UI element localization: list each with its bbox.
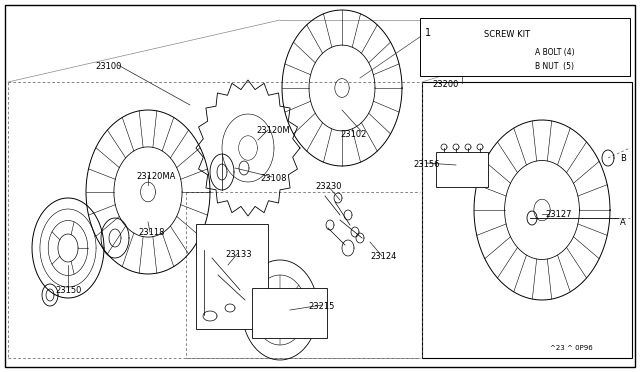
Text: 23133: 23133 <box>225 250 252 259</box>
Bar <box>422 82 632 358</box>
Bar <box>252 288 327 338</box>
Text: 23118: 23118 <box>138 228 164 237</box>
Text: 23108: 23108 <box>260 174 287 183</box>
Text: B: B <box>620 154 626 163</box>
Text: 23200: 23200 <box>432 80 458 89</box>
Text: 23215: 23215 <box>308 302 334 311</box>
Bar <box>436 152 488 187</box>
Text: 23156: 23156 <box>413 160 440 169</box>
Text: 23124: 23124 <box>370 252 396 261</box>
Text: 23127: 23127 <box>545 210 572 219</box>
Bar <box>196 224 268 329</box>
Text: 23100: 23100 <box>95 62 122 71</box>
Text: 1: 1 <box>425 28 431 38</box>
Text: A: A <box>620 218 626 227</box>
Text: 23120M: 23120M <box>256 126 290 135</box>
Text: 23150: 23150 <box>55 286 81 295</box>
Text: 23230: 23230 <box>315 182 342 191</box>
Bar <box>420 18 630 76</box>
Text: B NUT  (5): B NUT (5) <box>535 62 574 71</box>
Text: ^23 ^ 0P96: ^23 ^ 0P96 <box>550 345 593 351</box>
Text: 23102: 23102 <box>340 130 366 139</box>
Text: SCREW KIT: SCREW KIT <box>484 30 530 39</box>
Text: A BOLT (4): A BOLT (4) <box>535 48 575 57</box>
Text: 23120MA: 23120MA <box>136 172 175 181</box>
